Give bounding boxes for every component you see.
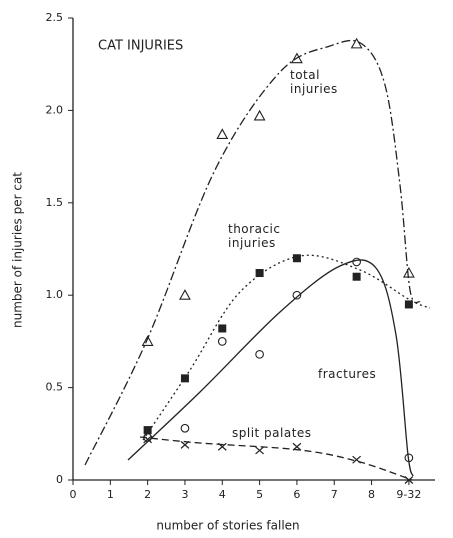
data-point	[216, 128, 229, 139]
data-point	[180, 374, 189, 383]
data-point	[253, 109, 266, 121]
data-point	[143, 426, 152, 435]
palates-fit	[139, 436, 413, 481]
y-tick-label: 0	[56, 473, 63, 486]
x-tick-label: 3	[181, 488, 188, 501]
data-point	[352, 455, 362, 464]
data-point	[352, 272, 361, 281]
fit-curves	[84, 39, 431, 481]
series-label: total injuries	[290, 68, 338, 96]
data-point	[290, 52, 303, 64]
thoracic-fit	[142, 254, 431, 441]
y-tick-label: 1.0	[46, 288, 64, 301]
fractures-fit	[127, 259, 414, 477]
data-point	[292, 254, 301, 263]
data-point	[255, 446, 264, 455]
data-point	[180, 440, 190, 449]
y-tick-label: 0.5	[46, 381, 64, 394]
data-point	[404, 300, 413, 309]
data-point	[352, 257, 361, 267]
x-tick-label: 4	[219, 488, 226, 501]
x-tick-label: 2	[144, 488, 151, 501]
series-label: split palates	[232, 426, 312, 440]
data-point	[218, 324, 227, 333]
data-point	[255, 349, 264, 359]
data-point	[143, 435, 153, 444]
data-point	[180, 423, 190, 433]
data-point	[143, 433, 152, 442]
series-label: fractures	[318, 367, 377, 381]
x-tick-label: 8	[368, 488, 375, 501]
data-point	[255, 269, 264, 278]
y-tick-label: 2.0	[46, 103, 64, 116]
x-tick-label: 1	[107, 488, 114, 501]
data-point	[179, 289, 191, 300]
x-tick-label: 7	[331, 488, 338, 501]
series-label: thoracic injuries	[228, 222, 281, 250]
x-tick-label: 6	[293, 488, 300, 501]
x-axis-label: number of stories fallen	[156, 519, 299, 533]
data-point	[350, 37, 363, 49]
x-tick-label: 9-32	[396, 488, 421, 501]
x-tick-label: 0	[70, 488, 77, 501]
data-point	[404, 476, 414, 484]
data-point	[141, 335, 154, 346]
data-point	[402, 266, 415, 278]
total-fit	[84, 39, 421, 466]
data-point	[217, 337, 227, 346]
y-tick-label: 1.5	[46, 196, 64, 209]
y-tick-label: 2.5	[46, 11, 64, 24]
data-point	[217, 442, 227, 451]
data-point	[292, 290, 302, 300]
x-tick-label: 5	[256, 488, 263, 501]
data-point	[404, 453, 414, 463]
y-axis-label: number of injuries per cat	[11, 172, 25, 328]
data-point	[292, 442, 302, 451]
chart-title: CAT INJURIES	[98, 39, 183, 54]
